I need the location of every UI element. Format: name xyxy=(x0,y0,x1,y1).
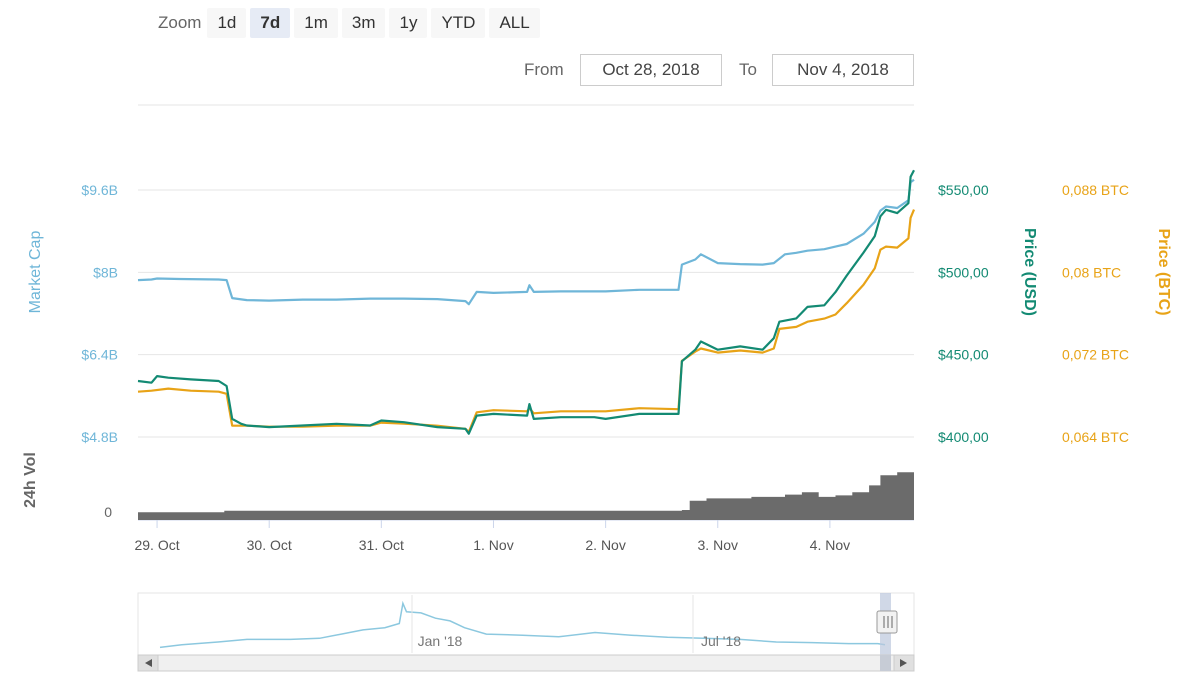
x-tick-label: 3. Nov xyxy=(698,537,738,553)
scrollbar-track[interactable] xyxy=(137,654,915,672)
navigator-tick-jan18: Jan '18 xyxy=(418,633,463,649)
price-btc-tick: 0,088 BTC xyxy=(1062,182,1129,198)
price-btc-line xyxy=(137,209,916,433)
price-btc-tick: 0,08 BTC xyxy=(1062,264,1121,280)
market-cap-tick: $4.8B xyxy=(81,429,118,445)
price-usd-tick: $500,00 xyxy=(938,264,989,280)
from-label: From xyxy=(524,60,564,79)
volume-zero-tick: 0 xyxy=(104,504,112,520)
x-tick-label: 4. Nov xyxy=(810,537,850,553)
navigator-series xyxy=(159,600,886,649)
volume-panel xyxy=(138,466,914,521)
price-usd-tick: $550,00 xyxy=(938,182,989,198)
market-cap-line xyxy=(137,178,915,306)
series-layer xyxy=(137,169,916,435)
x-tick-label: 30. Oct xyxy=(247,537,292,553)
scroll-left-arrow-icon xyxy=(145,659,152,667)
market-cap-tick: $6.4B xyxy=(81,347,118,363)
x-tick-label: 2. Nov xyxy=(585,537,625,553)
navigator-frame xyxy=(137,592,915,656)
zoom-button-1m[interactable]: 1m xyxy=(294,8,338,38)
scroll-right-arrow-icon xyxy=(900,659,907,667)
x-tick-label: 31. Oct xyxy=(359,537,404,553)
volume-axis-title: 24h Vol xyxy=(22,452,39,508)
zoom-label: Zoom xyxy=(158,13,202,32)
scrollbar[interactable] xyxy=(137,654,915,672)
price-usd-axis-title: Price (USD) xyxy=(1021,228,1038,316)
price-btc-tick: 0,072 BTC xyxy=(1062,347,1129,363)
zoom-bar: Zoom 1d 7d 1m 3m 1y YTD ALL xyxy=(158,8,544,38)
from-date-input[interactable]: Oct 28, 2018 xyxy=(580,54,722,86)
market-cap-tick: $8B xyxy=(93,264,118,280)
zoom-button-7d[interactable]: 7d xyxy=(250,8,291,38)
navigator-handle[interactable] xyxy=(876,610,898,634)
zoom-button-3m[interactable]: 3m xyxy=(341,8,386,38)
price-usd-line xyxy=(137,169,915,435)
price-btc-axis-title: Price (BTC) xyxy=(1155,228,1172,315)
price-usd-tick: $400,00 xyxy=(938,429,989,445)
to-date-input[interactable]: Nov 4, 2018 xyxy=(772,54,914,86)
x-tick-label: 1. Nov xyxy=(473,537,513,553)
zoom-button-all[interactable]: ALL xyxy=(489,8,540,38)
navigator[interactable]: Jan '18 Jul '18 xyxy=(137,592,915,656)
price-btc-tick: 0,064 BTC xyxy=(1062,429,1129,445)
market-cap-tick: $9.6B xyxy=(81,182,118,198)
scrollbar-thumb[interactable] xyxy=(880,655,891,671)
volume-area xyxy=(138,466,914,520)
zoom-button-ytd[interactable]: YTD xyxy=(431,8,486,38)
navigator-line xyxy=(159,600,886,649)
x-tick-label: 29. Oct xyxy=(134,537,179,553)
zoom-button-1y[interactable]: 1y xyxy=(389,8,428,38)
market-cap-axis-title: Market Cap xyxy=(27,231,44,314)
price-usd-tick: $450,00 xyxy=(938,347,989,363)
to-label: To xyxy=(739,60,757,79)
grid-lines xyxy=(138,189,914,438)
navigator-tick-jul18: Jul '18 xyxy=(701,633,741,649)
zoom-button-1d[interactable]: 1d xyxy=(207,8,247,38)
axis-labels: $4.8B $6.4B $8B $9.6B $400,00 $450,00 $500,00 $… xyxy=(81,182,1129,553)
